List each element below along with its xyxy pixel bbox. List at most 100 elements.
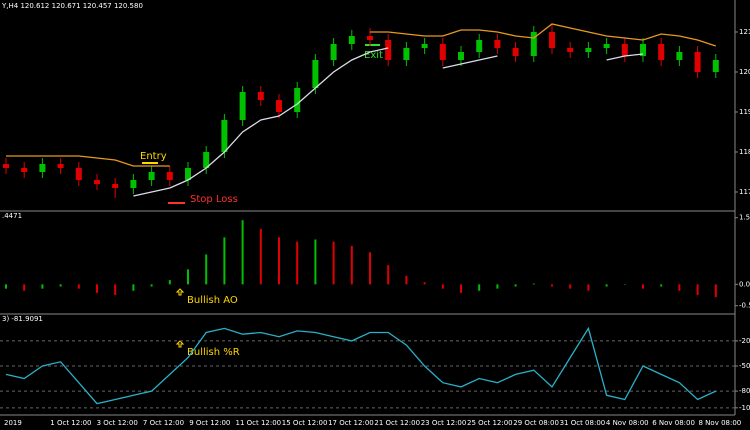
ao-bar: [77, 284, 80, 289]
ao-bar: [96, 284, 98, 293]
x-tick-label: 7 Oct 12:00: [143, 419, 184, 427]
candle-body: [294, 88, 301, 112]
candle-body: [57, 164, 64, 168]
candle-body: [367, 36, 373, 40]
x-tick-label: 2019: [4, 419, 22, 427]
ao-bar: [296, 241, 299, 285]
candle-body: [39, 164, 46, 172]
ao-bar: [569, 284, 572, 289]
candle-body: [512, 48, 519, 56]
ao-bar: [551, 284, 553, 287]
candle-body: [494, 40, 501, 48]
x-tick-label: 17 Oct 12:00: [328, 419, 374, 427]
candle-body: [75, 168, 82, 180]
ao-bar: [714, 284, 717, 298]
indicator-title: 3) -81.9091: [2, 315, 43, 323]
ao-bar: [278, 237, 280, 285]
ao-bar: [332, 241, 335, 285]
ao-bar: [642, 284, 644, 289]
x-tick-label: 29 Oct 08:00: [513, 419, 559, 427]
annotation: Stop Loss: [190, 194, 238, 205]
ao-bar: [350, 245, 353, 285]
y-tick-label: -80: [739, 387, 750, 395]
ao-bar: [59, 284, 62, 287]
y-tick-label: 117: [739, 188, 750, 196]
candle-body: [676, 52, 683, 60]
y-tick-label: 1.56: [739, 214, 750, 222]
y-tick-label: 120: [739, 68, 750, 76]
ao-bar: [314, 239, 317, 285]
ao-bar: [387, 265, 390, 285]
annotation: Bullish %R: [187, 347, 240, 358]
ao-bar: [187, 269, 189, 285]
candle-body: [312, 60, 319, 88]
candle-body: [185, 168, 191, 180]
x-tick-label: 23 Oct 12:00: [421, 419, 467, 427]
x-tick-label: 8 Nov 08:00: [699, 419, 742, 427]
ao-bar: [150, 284, 153, 287]
candle-body: [348, 36, 355, 44]
y-tick-label: -100: [739, 404, 750, 412]
ao-bar: [114, 284, 117, 296]
ao-bar: [205, 254, 208, 285]
candle-body: [476, 40, 483, 52]
candle-body: [712, 60, 719, 72]
ao-bar: [168, 280, 171, 285]
ao-bar: [660, 284, 663, 287]
ao-bar: [369, 252, 371, 285]
candle-body: [530, 32, 537, 56]
ao-bar: [23, 284, 26, 291]
x-tick-label: 25 Oct 12:00: [467, 419, 513, 427]
x-tick-label: 1 Oct 12:00: [50, 419, 91, 427]
candle-body: [421, 44, 428, 48]
indicator-line: [442, 55, 498, 69]
candle-body: [21, 168, 28, 172]
chart-title: Y,H4 120.612 120.671 120.457 120.580: [1, 2, 143, 10]
arrow-icon: [175, 340, 185, 348]
x-tick-label: 9 Oct 12:00: [189, 419, 230, 427]
candle-body: [549, 32, 555, 48]
ao-bar: [132, 284, 135, 291]
candle-body: [658, 44, 665, 60]
candle-body: [112, 184, 119, 188]
candle-body: [403, 48, 410, 60]
ao-bar: [241, 220, 244, 285]
ao-bar: [678, 284, 681, 291]
candle-body: [694, 52, 701, 72]
arrow-icon: [175, 288, 185, 296]
indicator-line: [133, 47, 389, 197]
ao-bar: [259, 228, 262, 285]
y-tick-label: -0.5: [739, 302, 750, 310]
ao-bar: [532, 283, 535, 285]
annotation: Exit: [364, 50, 383, 61]
x-tick-label: 11 Oct 12:00: [236, 419, 282, 427]
ao-bar: [41, 284, 44, 289]
candle-body: [166, 172, 173, 180]
ao-bar: [5, 284, 7, 289]
candle-body: [203, 152, 210, 168]
indicator-title: .4471: [2, 212, 22, 220]
annotation: Entry: [140, 151, 167, 162]
x-tick-label: 6 Nov 08:00: [652, 419, 695, 427]
x-tick-label: 31 Oct 08:00: [560, 419, 606, 427]
ao-bar: [696, 284, 699, 296]
ao-bar: [223, 237, 226, 285]
y-tick-label: 119: [739, 108, 750, 116]
candle-body: [130, 180, 137, 188]
indicator-line: [6, 155, 170, 167]
candle-body: [439, 44, 446, 60]
x-tick-label: 3 Oct 12:00: [97, 419, 138, 427]
x-tick-label: 15 Oct 12:00: [282, 419, 328, 427]
y-tick-label: -20: [739, 337, 750, 345]
ao-bar: [478, 284, 481, 291]
indicator-line: [370, 23, 717, 47]
ao-bar: [514, 284, 517, 287]
candle-body: [221, 120, 228, 152]
indicator-line: [606, 53, 644, 61]
y-tick-label: 121: [739, 28, 750, 36]
candle-body: [3, 164, 9, 168]
candle-body: [276, 100, 282, 112]
ao-bar: [441, 284, 444, 289]
